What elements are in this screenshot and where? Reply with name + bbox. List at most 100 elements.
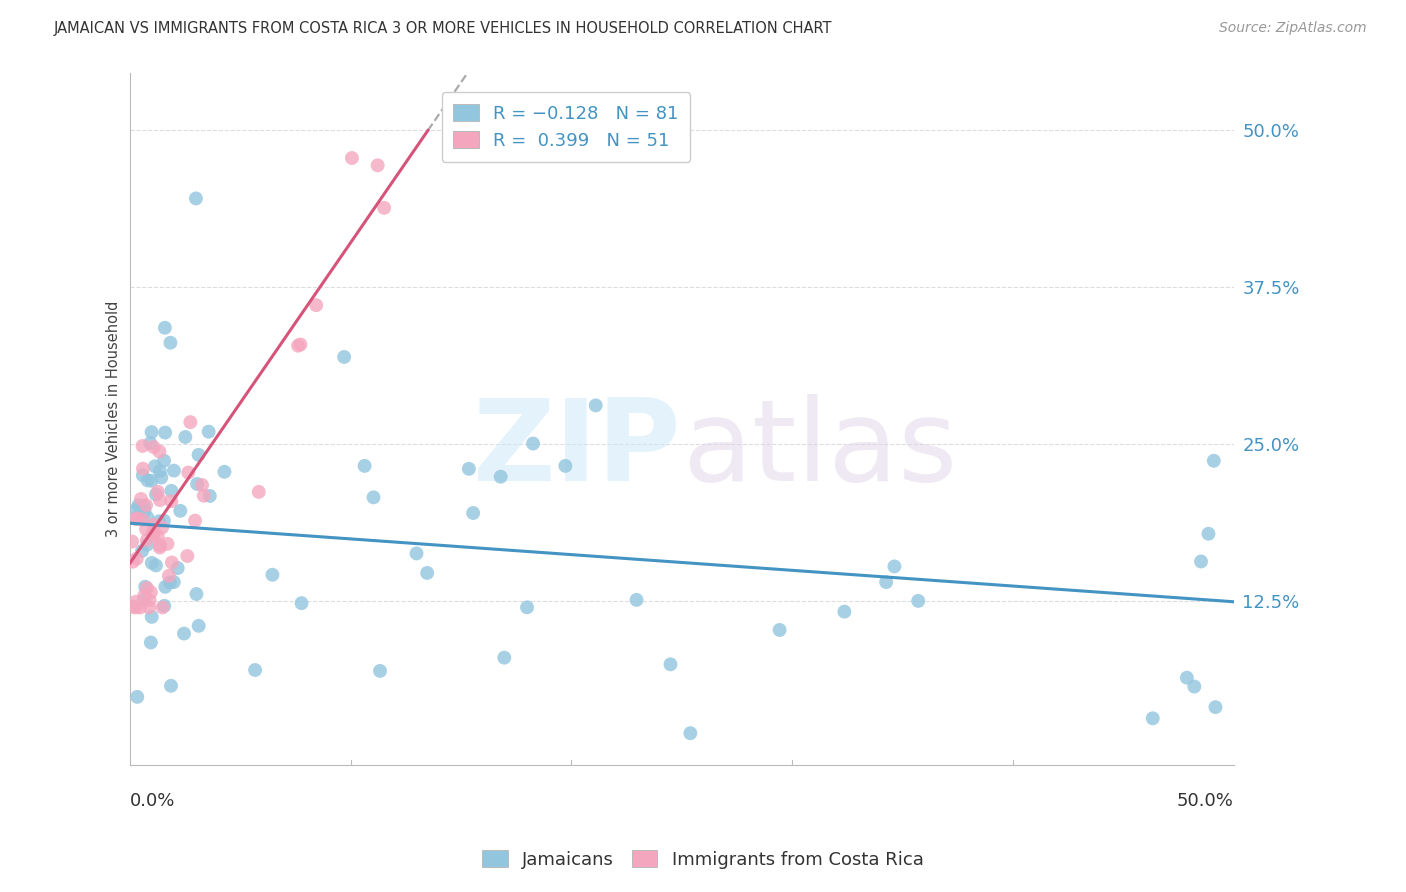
Point [197,425,219,439]
Point [127,690,149,704]
Point [125,551,148,566]
Point [145,558,167,573]
Point [142,517,165,532]
Text: 50.0%: 50.0% [1177,792,1234,810]
Text: JAMAICAN VS IMMIGRANTS FROM COSTA RICA 3 OR MORE VEHICLES IN HOUSEHOLD CORRELATI: JAMAICAN VS IMMIGRANTS FROM COSTA RICA 3… [53,21,832,37]
Point [132,592,155,607]
Point [124,600,146,615]
Point [166,561,188,575]
Point [186,587,208,601]
Point [152,600,174,615]
Point [135,522,157,536]
Point [159,335,181,350]
Point [262,567,284,582]
Point [138,593,160,607]
Point [138,600,160,615]
Point [153,425,176,440]
Point [457,462,479,476]
Point [124,511,146,525]
Point [121,534,143,549]
Point [1202,454,1225,468]
Point [554,458,576,473]
Point [516,600,538,615]
Point [494,650,516,665]
Point [193,489,215,503]
Point [333,350,356,364]
Point [522,436,544,450]
Point [463,506,485,520]
Point [585,398,607,412]
Point [160,483,183,498]
Point [153,454,176,468]
Point [1198,526,1220,541]
Point [177,466,200,480]
Point [135,498,157,512]
Point [1175,671,1198,685]
Point [141,425,163,439]
Point [136,510,159,524]
Text: Source: ZipAtlas.com: Source: ZipAtlas.com [1219,21,1367,36]
Point [124,512,146,526]
Point [489,469,512,483]
Point [156,537,179,551]
Point [142,440,165,454]
Point [142,527,165,541]
Point [179,415,201,429]
Point [626,592,648,607]
Point [122,599,145,614]
Point [139,635,162,649]
Point [148,514,170,528]
Point [122,555,145,569]
Point [134,504,156,518]
Point [149,541,172,555]
Text: atlas: atlas [682,394,957,506]
Point [173,626,195,640]
Point [143,459,166,474]
Point [145,487,167,501]
Point [127,498,149,512]
Point [136,538,159,552]
Point [153,514,176,528]
Point [132,468,155,483]
Point [125,595,148,609]
Point [131,513,153,527]
Point [290,337,312,351]
Point [768,623,790,637]
Point [659,657,682,672]
Point [134,589,156,603]
Y-axis label: 3 or more Vehicles in Household: 3 or more Vehicles in Household [107,301,121,537]
Point [184,191,207,205]
Point [907,594,929,608]
Point [149,464,172,478]
Point [142,526,165,541]
Point [875,575,897,590]
Point [131,439,153,453]
Point [157,569,180,583]
Point [146,529,169,543]
Point [160,679,183,693]
Point [353,458,375,473]
Point [367,158,389,172]
Point [214,465,236,479]
Point [184,514,207,528]
Point [131,544,153,558]
Point [146,484,169,499]
Point [368,664,391,678]
Point [153,320,176,334]
Point [373,201,395,215]
Point [159,575,181,590]
Point [149,493,172,508]
Point [198,489,221,503]
Point [153,599,176,613]
Point [135,533,157,548]
Point [169,504,191,518]
Point [679,726,702,740]
Legend: R = −0.128   N = 81, R =  0.399   N = 51: R = −0.128 N = 81, R = 0.399 N = 51 [441,93,690,161]
Point [148,444,170,458]
Point [883,559,905,574]
Point [163,464,186,478]
Point [1189,554,1212,568]
Point [363,491,385,505]
Point [290,596,312,610]
Point [136,581,159,595]
